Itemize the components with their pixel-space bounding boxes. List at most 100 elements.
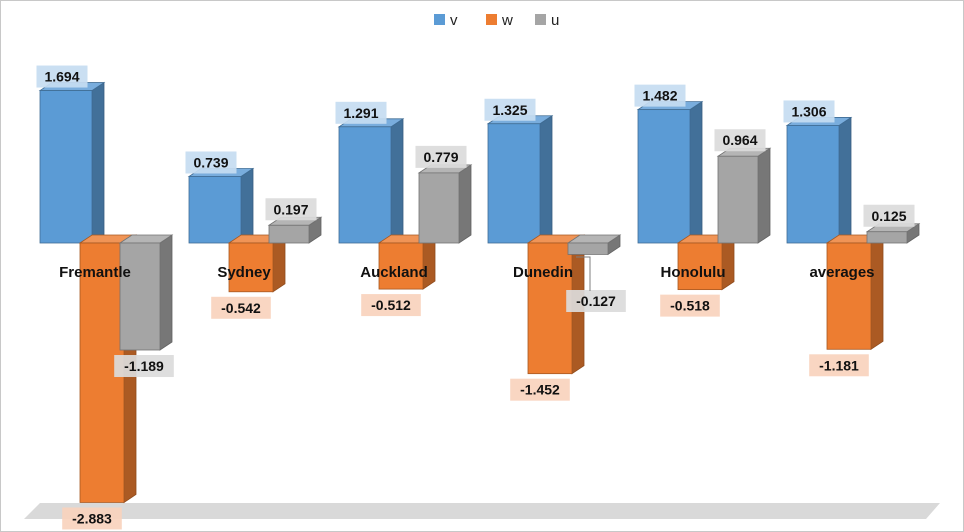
data-label-box xyxy=(484,98,536,121)
bar-front-face xyxy=(567,242,609,255)
bar-u-dunedin xyxy=(566,234,622,256)
category-label-averages: averages xyxy=(809,264,874,281)
bar-front-face xyxy=(119,242,161,351)
bar-w-honolulu xyxy=(676,234,736,291)
category-label-dunedin: Dunedin xyxy=(513,264,573,281)
bar-u-honolulu xyxy=(716,147,772,244)
bar-front-face xyxy=(677,242,723,291)
data-label-box xyxy=(185,151,237,174)
bar-front-face xyxy=(527,242,573,375)
data-label-box xyxy=(415,145,467,168)
bar-v-fremantle xyxy=(38,81,106,244)
data-label-text: -0.518 xyxy=(670,298,710,314)
data-label-u-averages: 0.125 xyxy=(863,204,915,227)
leader-line-dunedin-u xyxy=(576,256,591,291)
legend: v w u xyxy=(434,12,559,29)
bar-side-face xyxy=(91,81,105,244)
legend-swatch-w xyxy=(486,14,497,25)
bar-front-face xyxy=(826,242,872,350)
data-label-v-honolulu: 1.482 xyxy=(634,84,686,107)
data-label-u-dunedin: -0.127 xyxy=(566,290,626,312)
legend-swatch-v xyxy=(434,14,445,25)
bar-front-face xyxy=(418,172,460,244)
data-label-box xyxy=(62,507,122,530)
bar-side-face xyxy=(390,118,404,244)
data-label-text: -0.512 xyxy=(371,297,411,313)
legend-label-w: w xyxy=(501,12,513,29)
data-label-v-fremantle: 1.694 xyxy=(36,65,88,88)
bar-front-face xyxy=(637,109,691,244)
data-label-text: 0.964 xyxy=(722,132,757,148)
bar-front-face xyxy=(487,123,541,244)
data-label-v-averages: 1.306 xyxy=(783,100,835,123)
data-label-w-dunedin: -1.452 xyxy=(510,378,570,401)
data-label-text: 1.291 xyxy=(343,105,378,121)
bar-side-face xyxy=(272,234,286,293)
bar-side-face xyxy=(870,234,884,351)
bar-front-face xyxy=(786,125,840,244)
data-label-box xyxy=(361,294,421,317)
bar-front-face xyxy=(268,224,310,244)
category-labels-layer: Fremantle Sydney Auckland Dunedin Honolulu av… xyxy=(59,264,874,281)
bar-front-face xyxy=(378,242,424,290)
data-label-w-sydney: -0.542 xyxy=(211,296,271,319)
data-label-v-dunedin: 1.325 xyxy=(484,98,536,121)
data-label-w-averages: -1.181 xyxy=(809,354,869,377)
data-label-text: -1.189 xyxy=(124,358,164,374)
bar-side-face xyxy=(689,100,703,244)
data-label-text: -2.883 xyxy=(72,510,112,526)
legend-label-v: v xyxy=(450,12,458,29)
category-label-auckland: Auckland xyxy=(360,264,428,281)
data-label-v-sydney: 0.739 xyxy=(185,151,237,174)
data-label-box xyxy=(783,100,835,123)
bar-side-face xyxy=(838,116,852,244)
data-label-text: 1.306 xyxy=(791,103,826,119)
bar-front-face xyxy=(338,126,392,244)
data-label-box xyxy=(566,290,626,312)
bar-side-face xyxy=(458,164,472,244)
legend-swatch-u xyxy=(535,14,546,25)
data-label-text: 1.694 xyxy=(44,69,79,85)
data-label-w-fremantle: -2.883 xyxy=(62,507,122,530)
bar-v-sydney xyxy=(187,167,255,244)
bar-front-face xyxy=(866,231,908,244)
data-label-u-fremantle: -1.189 xyxy=(114,355,174,378)
category-label-fremantle: Fremantle xyxy=(59,264,131,281)
bar-v-auckland xyxy=(337,118,405,244)
bar-w-auckland xyxy=(377,234,437,290)
data-label-box xyxy=(863,204,915,227)
data-label-box xyxy=(634,84,686,107)
bar-u-sydney xyxy=(267,216,323,244)
data-label-box xyxy=(335,101,387,124)
data-labels-layer: 1.694 0.739 1.291 1.325 1.482 1.306 -2.883 -0.5… xyxy=(36,65,915,530)
bar-side-face xyxy=(159,234,173,351)
bar-v-honolulu xyxy=(636,100,704,244)
data-label-box xyxy=(510,378,570,401)
bars-layer xyxy=(38,81,921,504)
bar-front-face xyxy=(39,90,93,244)
data-label-box xyxy=(36,65,88,88)
chart-floor-layer xyxy=(24,503,940,519)
data-label-u-auckland: 0.779 xyxy=(415,145,467,168)
data-label-text: -1.181 xyxy=(819,357,859,373)
data-label-box xyxy=(660,294,720,317)
data-label-box xyxy=(809,354,869,377)
bar-side-face xyxy=(757,147,771,244)
bar-front-face xyxy=(717,155,759,244)
category-label-sydney: Sydney xyxy=(217,264,271,281)
data-label-u-sydney: 0.197 xyxy=(265,198,317,221)
data-label-text: 1.482 xyxy=(642,88,677,104)
data-label-text: -1.452 xyxy=(520,382,560,398)
data-label-box xyxy=(114,355,174,378)
chart-floor xyxy=(24,503,940,519)
data-label-text: -0.542 xyxy=(221,300,261,316)
bar-front-face xyxy=(228,242,274,293)
data-label-w-auckland: -0.512 xyxy=(361,294,421,317)
data-label-u-honolulu: 0.964 xyxy=(714,129,766,152)
bar-u-fremantle xyxy=(118,234,174,351)
data-label-box xyxy=(265,198,317,221)
category-label-honolulu: Honolulu xyxy=(661,264,726,281)
bar-side-face xyxy=(240,167,254,244)
data-label-text: 0.739 xyxy=(193,154,228,170)
